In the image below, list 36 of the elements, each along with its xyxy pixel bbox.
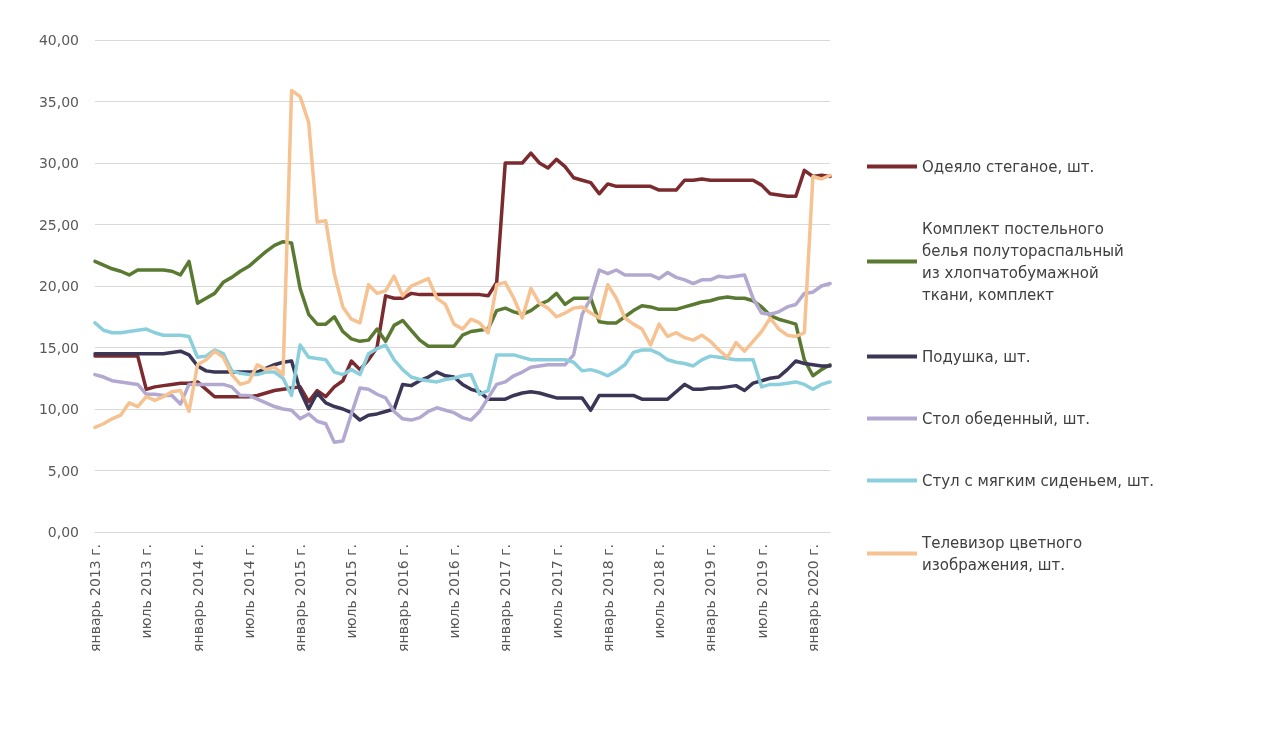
y-tick-label: 5,00 bbox=[47, 462, 79, 479]
legend-label: Стул с мягким сиденьем, шт. bbox=[922, 471, 1155, 490]
y-tick-label: 40,00 bbox=[38, 32, 79, 48]
line-series bbox=[93, 151, 832, 404]
x-tick-label: январь 2015 г. bbox=[292, 544, 309, 652]
legend-label: Комплект постельного белья полутораспальный из хлопчатобумажной ткани, комплект bbox=[922, 219, 1129, 304]
x-tick-label: июль 2017 г. bbox=[548, 544, 565, 639]
y-tick-label: 0,00 bbox=[47, 524, 79, 540]
line-series bbox=[93, 88, 832, 430]
x-tick-label: июль 2019 г. bbox=[753, 544, 770, 639]
legend-label: Стол обеденный, шт. bbox=[922, 409, 1090, 428]
x-tick-label: январь 2016 г. bbox=[394, 544, 411, 652]
x-tick-label: январь 2014 г. bbox=[189, 544, 206, 652]
y-tick-label: 20,00 bbox=[38, 278, 79, 294]
x-tick-label: январь 2019 г. bbox=[702, 544, 719, 652]
line-series bbox=[93, 349, 832, 422]
x-tick-label: январь 2017 г. bbox=[497, 544, 514, 652]
x-tick-label: июль 2014 г. bbox=[240, 544, 257, 639]
y-tick-label: 30,00 bbox=[38, 155, 79, 171]
line-series bbox=[93, 239, 832, 378]
x-tick-label: июль 2015 г. bbox=[343, 544, 360, 639]
y-tick-label: 35,00 bbox=[38, 93, 79, 110]
legend-label: Телевизор цветного изображения, шт. bbox=[921, 533, 1088, 574]
x-tick-label: июль 2013 г. bbox=[138, 544, 155, 639]
x-tick-label: июль 2016 г. bbox=[445, 544, 462, 639]
x-tick-label: январь 2020 г. bbox=[804, 544, 821, 652]
x-tick-label: июль 2018 г. bbox=[651, 544, 668, 639]
line-series bbox=[93, 268, 832, 444]
x-tick-label: январь 2018 г. bbox=[599, 544, 616, 652]
y-tick-label: 15,00 bbox=[38, 339, 79, 356]
legend-label: Подушка, шт. bbox=[922, 347, 1031, 366]
x-tick-label: январь 2013 г. bbox=[87, 544, 103, 652]
y-tick-label: 10,00 bbox=[38, 401, 79, 417]
legend-label: Одеяло стеганое, шт. bbox=[922, 157, 1095, 176]
line-series bbox=[93, 321, 832, 398]
y-tick-label: 25,00 bbox=[38, 216, 79, 233]
